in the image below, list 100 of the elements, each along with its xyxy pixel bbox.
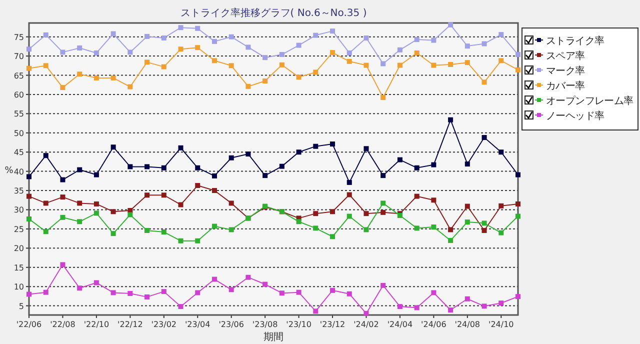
point [178, 46, 184, 52]
point [144, 34, 150, 39]
point [330, 142, 336, 147]
point [94, 172, 99, 178]
point [128, 212, 133, 218]
point [178, 202, 184, 208]
y-tick-label: 50 [14, 128, 24, 138]
point [414, 194, 420, 199]
point [364, 62, 369, 68]
point [516, 294, 520, 300]
point [313, 32, 318, 38]
point [364, 310, 369, 316]
point [178, 304, 184, 310]
point [364, 146, 369, 152]
point [228, 155, 234, 160]
point [212, 224, 217, 229]
point [516, 172, 520, 178]
point [212, 38, 217, 44]
point [228, 34, 234, 40]
point [161, 230, 166, 235]
point [161, 64, 166, 70]
point [482, 41, 487, 46]
x-tick-label: '23/12 [320, 320, 346, 329]
point [397, 62, 402, 68]
point [110, 209, 116, 214]
point [43, 63, 48, 68]
point [228, 227, 234, 232]
point [296, 74, 302, 80]
point [144, 60, 150, 65]
point [516, 67, 520, 72]
point [110, 31, 116, 36]
y-tick-label: 45 [14, 148, 24, 158]
point [397, 157, 402, 162]
point [330, 234, 336, 240]
point [516, 201, 520, 206]
point [110, 144, 116, 150]
point [128, 164, 133, 170]
point [346, 192, 352, 198]
point [26, 174, 32, 180]
y-tick-label: 75 [14, 32, 24, 42]
x-axis-title: 期間 [264, 331, 284, 343]
legend-label: スペア率 [546, 50, 586, 62]
point [60, 214, 66, 220]
legend-label: カバー率 [546, 80, 586, 92]
point [414, 165, 420, 170]
point [330, 28, 336, 34]
point [262, 78, 268, 84]
point [448, 238, 454, 243]
point [195, 45, 200, 50]
point [330, 209, 336, 214]
point [482, 304, 487, 309]
point [313, 70, 318, 75]
legend-label: ストライク率 [546, 35, 604, 47]
point [128, 290, 133, 296]
point [346, 50, 352, 56]
point [464, 204, 470, 209]
x-tick-label: '23/06 [218, 320, 244, 329]
point [77, 167, 82, 172]
point [195, 290, 200, 296]
point [380, 61, 386, 66]
point [94, 280, 99, 286]
y-tick-label: 65 [14, 71, 24, 80]
point [77, 286, 82, 291]
point [498, 300, 504, 306]
point [60, 177, 66, 182]
point [431, 62, 436, 68]
y-axis-title: % [4, 166, 14, 176]
point [60, 85, 66, 90]
point [246, 84, 251, 89]
point [431, 224, 436, 230]
point [262, 282, 268, 287]
point [296, 290, 302, 295]
point [110, 290, 116, 296]
y-tick-label: 10 [14, 282, 24, 292]
point [397, 47, 402, 52]
point [313, 211, 318, 216]
x-tick-label: '23/02 [151, 320, 177, 329]
point [128, 84, 133, 90]
point [26, 194, 32, 199]
point [262, 173, 268, 178]
point [313, 226, 318, 231]
point [228, 63, 234, 68]
x-tick-label: '22/10 [84, 320, 110, 329]
y-tick-label: 70 [14, 52, 24, 62]
point [330, 288, 336, 293]
point [431, 38, 436, 43]
legend-label: ノーヘッド率 [546, 110, 604, 122]
point [77, 72, 82, 77]
x-tick-label: '24/02 [354, 320, 379, 329]
point [60, 194, 66, 200]
point [464, 162, 470, 167]
point [313, 144, 318, 149]
x-tick-label: '24/06 [421, 320, 446, 329]
point [330, 50, 336, 56]
point [94, 201, 99, 206]
point [43, 290, 48, 295]
point [212, 276, 217, 282]
point [212, 173, 217, 178]
point [26, 46, 32, 52]
point [346, 214, 352, 219]
